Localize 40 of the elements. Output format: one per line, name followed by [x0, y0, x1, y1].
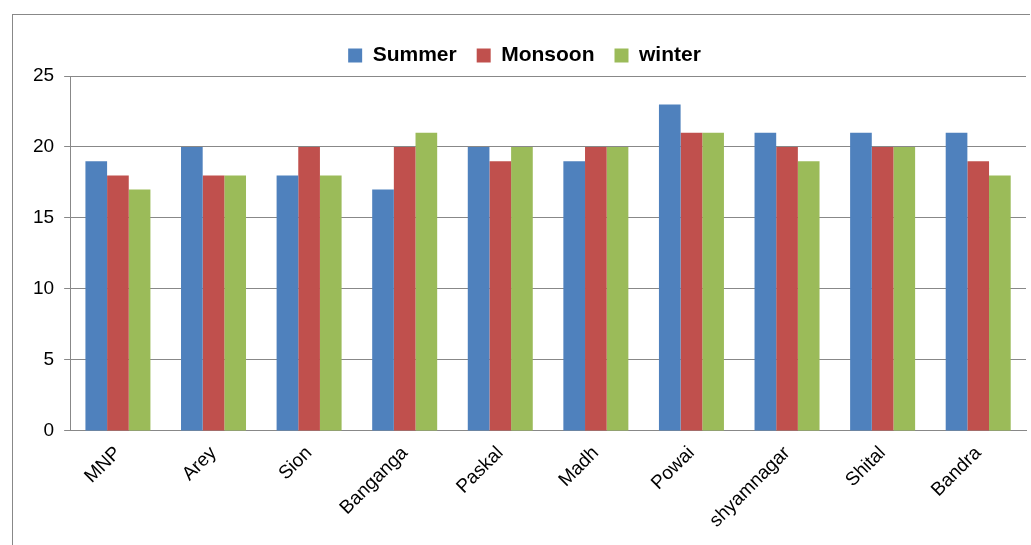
bar [989, 175, 1011, 431]
x-tick-label: Sion [273, 441, 316, 484]
bar [680, 132, 703, 431]
y-tick-label: 20 [32, 135, 55, 157]
bar [511, 146, 533, 431]
bar [606, 146, 629, 431]
bar [107, 175, 129, 431]
bar [871, 146, 894, 431]
bar [393, 146, 416, 431]
bar [945, 132, 968, 431]
bar [563, 161, 586, 431]
bar [128, 189, 151, 431]
bar [224, 175, 247, 431]
bar [754, 132, 777, 431]
bar [415, 132, 438, 431]
legend-label: Monsoon [501, 42, 595, 66]
bar [658, 104, 681, 431]
y-tick-label: 0 [43, 419, 55, 441]
y-tick-label: 25 [32, 64, 55, 86]
bar [776, 146, 798, 431]
bar [298, 146, 320, 431]
bar [319, 175, 342, 431]
legend-label: winter [638, 42, 701, 66]
y-tick-label: 15 [32, 206, 55, 228]
bar [797, 161, 820, 431]
y-tick-label: 10 [32, 277, 55, 299]
bar [181, 146, 203, 431]
bar [372, 189, 394, 431]
bar [702, 132, 724, 431]
y-tick-label: 5 [43, 348, 55, 370]
bar [893, 146, 916, 431]
legend-label: Summer [372, 42, 457, 66]
bar [585, 146, 607, 431]
bar [850, 132, 872, 431]
bar [85, 161, 108, 431]
bar [967, 161, 990, 431]
bar [202, 175, 225, 431]
bar [467, 146, 490, 431]
bar [276, 175, 299, 431]
bar [489, 161, 512, 431]
